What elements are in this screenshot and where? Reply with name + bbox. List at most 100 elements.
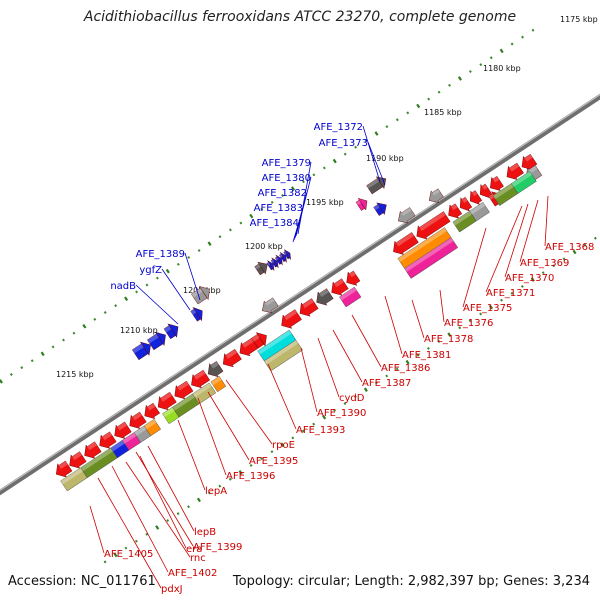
reverse-red-gene bbox=[84, 441, 102, 459]
reverse-red-gene bbox=[489, 175, 504, 191]
cog-block bbox=[404, 237, 459, 279]
label-leader bbox=[89, 505, 105, 554]
kbp-label: 1210 kbp bbox=[120, 326, 158, 335]
cog-block bbox=[397, 227, 452, 269]
forward-blue-gene bbox=[163, 323, 179, 340]
gene-label: cydD bbox=[339, 393, 365, 404]
outer-minor-tick bbox=[385, 125, 389, 129]
label-leader bbox=[332, 329, 363, 383]
outer-minor-tick bbox=[395, 118, 399, 122]
label-leader bbox=[519, 199, 539, 263]
outer-major-tick bbox=[499, 48, 504, 54]
inner-minor-tick bbox=[249, 463, 253, 467]
inner-minor-tick bbox=[353, 395, 357, 399]
cog-block bbox=[339, 286, 362, 308]
inner-major-tick bbox=[155, 525, 160, 530]
gene-label: AFE_1373 bbox=[319, 138, 368, 149]
gene-label: AFE_1375 bbox=[463, 303, 512, 314]
reverse-red-gene bbox=[479, 183, 493, 199]
gene-label: AFE_1378 bbox=[424, 334, 473, 345]
outer-minor-tick bbox=[427, 97, 431, 101]
reverse-red-gene bbox=[331, 278, 349, 296]
kbp-labels: 1175 kbp 1180 kbp 1185 kbp 1190 kbp 1195 kbp… bbox=[56, 15, 598, 379]
forward-gray-gene bbox=[428, 188, 444, 203]
outer-minor-tick bbox=[468, 70, 472, 74]
gene-label: AFE_1368 bbox=[545, 242, 594, 253]
outer-minor-tick bbox=[364, 138, 368, 142]
label-leader bbox=[351, 314, 382, 368]
gene-label: AFE_1376 bbox=[444, 318, 493, 329]
outer-minor-tick bbox=[9, 373, 13, 376]
gene-label: AFE_1389 bbox=[136, 249, 185, 260]
forward-gray-gene bbox=[191, 285, 210, 305]
inner-minor-tick bbox=[416, 353, 420, 357]
label-leader bbox=[317, 337, 340, 398]
outer-minor-tick bbox=[479, 63, 483, 67]
inner-minor-tick bbox=[291, 436, 295, 440]
forward-gray-gene bbox=[261, 297, 279, 314]
inner-minor-tick bbox=[427, 346, 430, 350]
gene-label: lepA bbox=[205, 486, 227, 497]
gene-label: AFE_1383 bbox=[254, 203, 303, 214]
outer-minor-tick bbox=[155, 276, 159, 280]
gene-label: AFE_1395 bbox=[249, 456, 298, 467]
outer-minor-tick bbox=[531, 28, 535, 32]
label-leader bbox=[504, 203, 529, 278]
inner-minor-tick bbox=[479, 312, 483, 316]
outer-major-tick bbox=[40, 351, 45, 357]
kbp-label: 1190 kbp bbox=[366, 154, 404, 163]
label-leader bbox=[297, 161, 312, 235]
label-leader bbox=[300, 347, 318, 413]
reverse-red-gene bbox=[69, 451, 87, 469]
reverse-red-gene bbox=[281, 309, 302, 329]
inner-major-tick bbox=[572, 249, 577, 255]
reverse-darkgray-gene bbox=[316, 288, 334, 306]
inner-minor-tick bbox=[312, 422, 316, 426]
outer-minor-tick bbox=[145, 283, 149, 287]
reverse-red-gene bbox=[114, 421, 132, 439]
major-ticks bbox=[0, 48, 577, 558]
gene-label: era bbox=[186, 544, 202, 555]
inner-minor-tick bbox=[520, 284, 524, 288]
forward-blue-gene bbox=[146, 331, 166, 351]
gene-label: AFE_1379 bbox=[262, 158, 311, 169]
gene-label: AFE_1399 bbox=[193, 542, 242, 553]
reverse-red-gene bbox=[56, 460, 73, 478]
gene-label: AFE_1371 bbox=[486, 288, 535, 299]
map-title: Acidithiobacillus ferrooxidans ATCC 2327… bbox=[83, 9, 517, 25]
reverse-red-gene bbox=[521, 153, 538, 171]
gene-label: ygfZ bbox=[139, 265, 162, 276]
inner-minor-tick bbox=[260, 457, 263, 461]
outer-minor-tick bbox=[30, 359, 34, 363]
reverse-red-gene bbox=[222, 348, 242, 368]
label-leader bbox=[292, 221, 300, 243]
label-leader bbox=[485, 205, 523, 293]
outer-major-tick bbox=[207, 241, 212, 246]
outer-minor-tick bbox=[322, 166, 326, 170]
genome-backbone-highlight bbox=[0, 93, 600, 492]
label-leader bbox=[207, 391, 250, 461]
gene-features bbox=[56, 153, 543, 492]
gene-label: AFE_1393 bbox=[296, 425, 345, 436]
inner-minor-tick bbox=[343, 402, 347, 405]
inner-minor-tick bbox=[468, 319, 472, 323]
inner-minor-tick bbox=[583, 243, 587, 247]
inner-minor-tick bbox=[500, 298, 503, 302]
reverse-red-gene bbox=[99, 431, 117, 449]
gene-label: AFE_1390 bbox=[317, 408, 366, 419]
outer-minor-tick bbox=[343, 152, 347, 156]
inner-major-tick bbox=[280, 442, 285, 448]
inner-minor-tick bbox=[134, 539, 138, 543]
inner-minor-tick bbox=[385, 374, 389, 378]
minor-ticks bbox=[9, 28, 597, 564]
gene-label: AFE_1369 bbox=[520, 258, 569, 269]
label-leader bbox=[462, 227, 487, 308]
reverse-red-gene bbox=[157, 391, 177, 411]
inner-minor-tick bbox=[187, 505, 190, 509]
inner-minor-tick bbox=[395, 367, 399, 371]
outer-minor-tick bbox=[176, 262, 180, 266]
inner-minor-tick bbox=[593, 236, 597, 240]
outer-major-tick bbox=[332, 158, 337, 164]
outer-minor-tick bbox=[62, 338, 65, 342]
forward-blue-gene bbox=[270, 257, 279, 268]
